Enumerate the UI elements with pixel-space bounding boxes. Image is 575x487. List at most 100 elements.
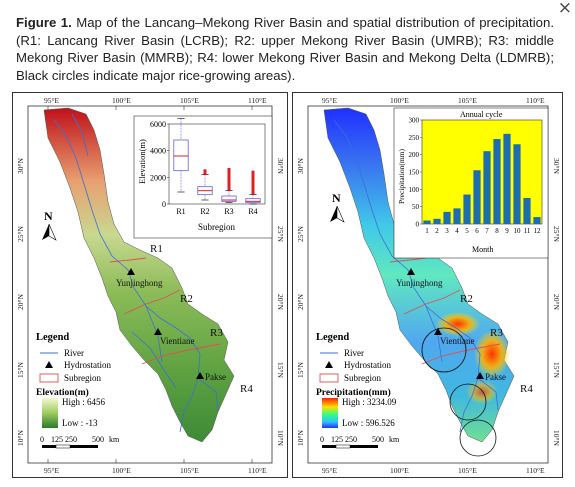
svg-text:River: River [344, 348, 364, 358]
bar-month-8 [493, 139, 501, 224]
lon-bottom-105: 105°E [180, 466, 199, 475]
station-label-yunjinghong: Yunjinghong [116, 278, 163, 288]
bar-month-3 [443, 211, 451, 224]
boxplot-xtick-label: R2 [200, 207, 209, 216]
bar-xtick-label: 8 [495, 227, 499, 235]
bar-month-2 [433, 218, 441, 224]
precip-region-label-r4: R4 [520, 383, 533, 395]
station-label-vientiane: Vientiane [160, 336, 194, 346]
svg-text:Hydrostation: Hydrostation [344, 360, 391, 370]
close-icon[interactable]: × [557, 0, 572, 18]
svg-text:250: 250 [345, 435, 357, 444]
lat-left-15: 15°N [16, 362, 25, 378]
hydrostation-yunjinghong-icon [127, 268, 135, 275]
bar-xtick-label: 2 [435, 227, 439, 235]
lat-right-20: 20°N [276, 294, 285, 310]
bar-xtick-label: 4 [455, 227, 459, 235]
bar-xtick-label: 12 [534, 227, 542, 235]
svg-text:100°E: 100°E [390, 466, 409, 475]
svg-text:10°N: 10°N [296, 430, 305, 446]
bar-month-6 [473, 170, 481, 224]
boxplot-ytick-label: 0 [162, 200, 166, 209]
svg-text:105°E: 105°E [458, 96, 477, 105]
svg-text:Legend: Legend [316, 332, 349, 343]
svg-text:95°E: 95°E [322, 96, 337, 105]
precip-region-label-r3: R3 [490, 327, 503, 339]
boxplot-xtick-label: R4 [248, 207, 257, 216]
svg-text:30°N: 30°N [296, 158, 305, 174]
svg-text:0: 0 [40, 435, 44, 444]
lat-right-30: 30°N [276, 158, 285, 174]
region-label-r4: R4 [240, 383, 253, 395]
bar-month-1 [423, 220, 431, 224]
bar-chart-xlabel: Month [472, 245, 493, 254]
figure-caption: Figure 1. Map of the Lancang–Mekong Rive… [16, 14, 554, 84]
bar-ytick-label: 50 [412, 203, 420, 211]
svg-text:km: km [389, 435, 400, 444]
region-label-r1: R1 [150, 243, 163, 255]
region-label-r2: R2 [180, 293, 193, 305]
bar-ytick-label: 150 [409, 169, 420, 177]
bar-xtick-label: 6 [475, 227, 479, 235]
north-arrow-icon: N [42, 209, 57, 241]
svg-text:15°N: 15°N [296, 362, 305, 378]
bar-chart-ylabel: Precipitation(mm) [397, 149, 406, 204]
bar-ytick-label: 300 [409, 117, 420, 125]
precip-north-arrow-icon: N [330, 191, 345, 223]
boxplot-xlabel: Subregion [198, 222, 235, 232]
hydrostation-pakse-icon [196, 372, 204, 379]
precip-legend: Legend River Hydrostation Subregion Prec… [316, 332, 397, 428]
lon-top-110: 110°E [248, 96, 267, 105]
precip-station-label-vientiane: Vientiane [440, 336, 474, 346]
legend: Legend River Hydrostation Subregion Elev… [36, 332, 111, 428]
region-label-r3: R3 [210, 327, 223, 339]
bar-ytick-label: 200 [409, 151, 420, 159]
svg-text:500: 500 [92, 435, 104, 444]
svg-text:110°E: 110°E [526, 96, 545, 105]
subregion-boundaries [109, 257, 221, 365]
basin-shape [43, 107, 235, 443]
bar-xtick-label: 5 [465, 227, 469, 235]
lon-bottom-110: 110°E [248, 466, 267, 475]
svg-text:Low : -13: Low : -13 [62, 418, 98, 428]
scale-bar: 0 125 250 500 km [40, 435, 120, 449]
svg-text:20°N: 20°N [552, 294, 561, 310]
basin-precip-shape [323, 107, 515, 443]
svg-text:Subregion: Subregion [344, 373, 381, 383]
bar-ytick-label: 250 [409, 134, 420, 142]
bar-xtick-label: 9 [505, 227, 509, 235]
lon-bottom-100: 100°E [112, 466, 131, 475]
bar-month-10 [513, 144, 521, 224]
precip-scale-bar: 0 125 250 500 km [320, 435, 400, 449]
svg-text:River: River [64, 348, 84, 358]
precip-station-label-yunjinghong: Yunjinghong [396, 278, 443, 288]
bar-ytick-label: 0 [416, 221, 420, 229]
lat-left-20: 20°N [16, 294, 25, 310]
svg-text:125: 125 [331, 435, 343, 444]
svg-text:N: N [332, 191, 341, 205]
lat-right-15: 15°N [276, 362, 285, 378]
boxplot-xtick-label: R3 [224, 207, 233, 216]
boxplot-ytick-label: 6000 [150, 120, 166, 129]
bar-xtick-label: 3 [445, 227, 449, 235]
bar-xtick-label: 10 [514, 227, 522, 235]
svg-text:25°N: 25°N [552, 226, 561, 242]
svg-text:Hydrostation: Hydrostation [64, 360, 111, 370]
svg-text:110°E: 110°E [526, 466, 545, 475]
svg-text:125: 125 [51, 435, 63, 444]
lat-right-10: 10°N [276, 430, 285, 446]
svg-text:15°N: 15°N [552, 362, 561, 378]
bar-month-11 [523, 198, 531, 224]
lat-right-25: 25°N [276, 226, 285, 242]
svg-text:Precipitation(mm): Precipitation(mm) [316, 387, 391, 398]
lat-left-10: 10°N [16, 430, 25, 446]
rice-area-circles [421, 327, 497, 457]
bar-month-12 [533, 217, 541, 224]
svg-text:10°N: 10°N [552, 430, 561, 446]
boxplot-ylabel: Elevation(m) [137, 139, 147, 184]
svg-text:Elevation(m): Elevation(m) [36, 387, 89, 398]
hydrostation-vientiane-icon [154, 328, 162, 335]
bar-month-7 [483, 151, 491, 224]
svg-text:High : 3234.09: High : 3234.09 [342, 397, 397, 407]
